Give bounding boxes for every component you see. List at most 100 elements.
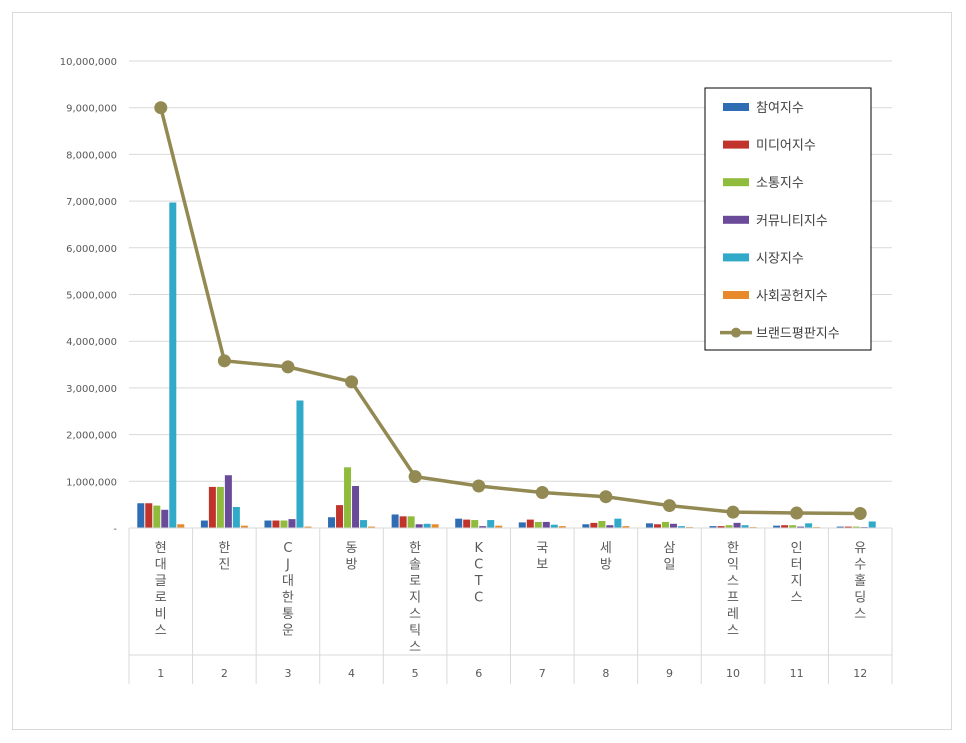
bar [288,519,296,528]
legend-label: 브랜드평판지수 [756,327,840,342]
bar [471,520,479,528]
bar [264,520,272,528]
bar [336,505,344,528]
bar [455,518,463,528]
bar [200,520,208,528]
legend-label: 커뮤니티지수 [756,214,828,229]
bar [463,519,471,528]
rank-label: 5 [412,667,419,680]
brand-index-point [790,506,804,520]
bar [368,526,376,528]
y-tick-label: 4,000,000 [66,337,117,348]
brand-index-point [853,507,867,521]
y-tick-label: 8,000,000 [66,150,117,161]
bar [622,526,630,528]
legend-swatch [723,178,749,187]
bar [653,524,661,528]
y-tick-label: 5,000,000 [66,291,117,302]
bar [741,525,749,528]
bar [534,521,542,528]
bar [479,526,487,528]
legend-swatch [723,140,749,149]
bar [415,524,423,528]
y-tick-label: 7,000,000 [66,197,117,208]
rank-label: 4 [348,667,355,680]
bar [598,520,606,528]
bar [304,526,312,528]
bar [407,516,415,528]
y-tick-label: 3,000,000 [66,384,117,395]
bar [526,519,534,528]
brand-index-point [535,486,549,500]
bar [789,525,797,528]
rank-label: 6 [475,667,482,680]
rank-label: 7 [539,667,546,680]
brand-index-point [281,360,295,374]
rank-label: 12 [853,667,867,680]
brand-index-line-series [154,101,867,521]
bar [153,505,161,528]
bar [669,523,677,528]
bar [296,400,304,528]
y-tick-label: - [113,524,117,535]
bar [836,526,844,528]
bar [232,506,240,528]
legend-swatch [723,215,749,224]
bar [661,521,669,528]
bar [280,520,288,528]
bar [352,485,360,528]
bar [391,514,399,528]
bar [208,486,216,528]
bar [709,526,717,528]
bar [328,517,336,528]
rank-label: 3 [284,667,291,680]
bar [240,525,248,528]
bar [161,509,169,528]
bar [542,521,550,528]
brand-index-point [217,354,231,368]
y-tick-label: 10,000,000 [60,57,117,68]
legend-label: 사회공헌지수 [756,289,828,304]
bar [216,486,224,528]
bar [137,503,145,528]
legend-swatch [723,291,749,299]
brand-index-point [154,101,168,115]
bar [169,202,177,528]
y-tick-label: 1,000,000 [66,477,117,488]
legend-label: 시장지수 [756,251,804,266]
brand-index-point [408,470,422,484]
y-axis-tick-labels: - 1,000,000 2,000,000 3,000,000 4,000,000 5,0… [60,57,118,535]
bar [614,518,622,528]
legend-swatch [723,103,749,111]
bar [550,524,558,528]
legend-label: 미디어지수 [756,139,816,154]
bar [805,523,813,528]
x-axis: 현 대 글 로 비 스 1 한 진 2 C J 대 한 통 운 3 동 방 4 한 솔 로 지 스 틱 스 5 K C T C 6 국 보 7 세 방 8 삼… [128,527,893,684]
bar [717,526,725,528]
bar [645,523,653,528]
bar [590,522,598,528]
bar [495,525,503,528]
brand-index-point [726,505,740,519]
legend-swatch-marker [731,327,741,338]
bar [272,520,280,528]
bar [606,525,614,528]
rank-label: 9 [666,667,673,680]
bar [773,525,781,528]
bar [360,520,368,528]
legend-swatch [723,253,749,262]
bar [431,524,439,528]
bar [781,525,789,528]
bar [558,526,566,528]
bar [844,526,852,528]
legend-label: 소통지수 [756,176,804,191]
brand-index-point [662,499,676,513]
bar [399,516,407,528]
